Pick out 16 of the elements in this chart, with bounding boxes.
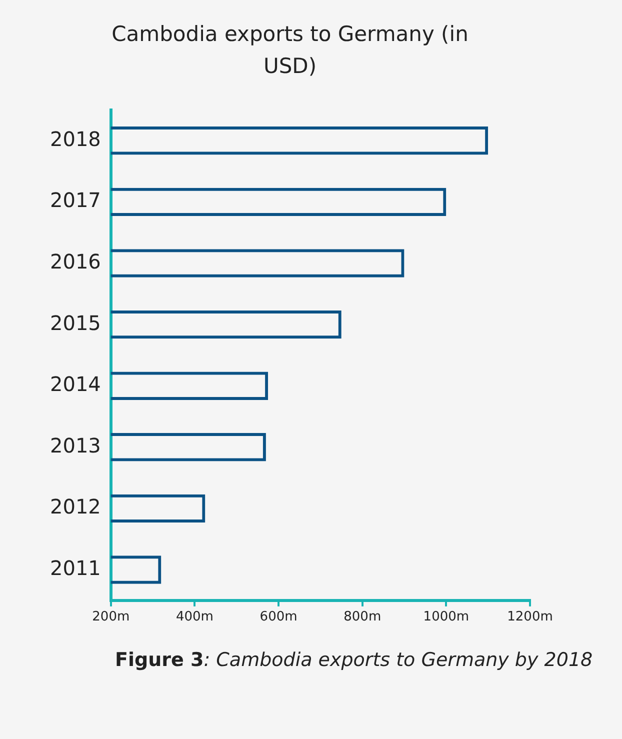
y-tick-label: 2012 <box>50 494 101 519</box>
chart-title: Cambodia exports to Germany (in USD) <box>110 21 470 80</box>
y-tick-label: 2013 <box>50 433 101 458</box>
y-tick-label: 2018 <box>50 126 101 151</box>
x-tick-label: 1200m <box>507 610 553 625</box>
y-tick-label: 2014 <box>50 372 101 396</box>
y-tick-label: 2015 <box>50 310 101 335</box>
x-tick-label: 1000m <box>423 610 470 625</box>
caption: Figure 3: Cambodia exports to Germany by 2018 <box>115 649 593 671</box>
x-tick-label: 600m <box>260 610 298 625</box>
x-tick-label: 800m <box>344 610 382 625</box>
y-tick-label: 2011 <box>50 556 101 580</box>
x-tick-label: 400m <box>176 610 214 625</box>
x-tick-label: 200m <box>92 610 130 625</box>
y-tick-label: 2017 <box>50 188 101 212</box>
y-tick-label: 2016 <box>50 249 101 274</box>
